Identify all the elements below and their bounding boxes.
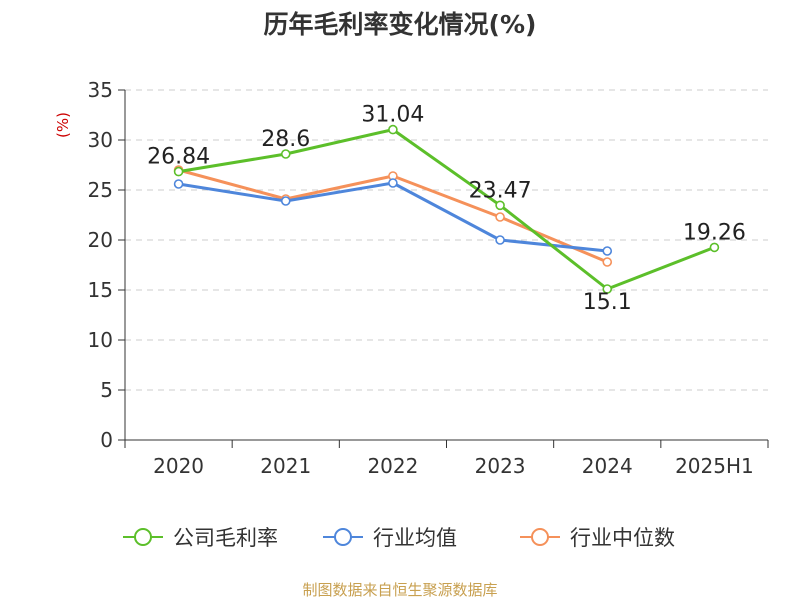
data-point	[280, 149, 291, 159]
legend-marker	[531, 528, 549, 546]
data-point	[495, 200, 505, 211]
chart-title: 历年毛利率变化情况(%)	[264, 10, 537, 39]
data-label: 31.04	[361, 103, 424, 128]
y-tick-label: 15	[88, 278, 113, 302]
y-tick-label: 30	[88, 128, 113, 152]
y-tick-label: 10	[88, 328, 113, 352]
y-axis-label: (%)	[54, 112, 72, 138]
data-point	[388, 124, 398, 135]
legend-marker	[334, 528, 352, 546]
series-line-1	[177, 181, 609, 253]
x-tick-label: 2025H1	[675, 454, 754, 478]
legend-label: 公司毛利率	[173, 526, 278, 550]
y-tick-label: 25	[88, 178, 113, 202]
data-point	[709, 242, 720, 253]
legend-label: 行业均值	[373, 526, 457, 550]
data-point	[602, 284, 613, 294]
data-point	[280, 196, 291, 206]
x-tick-label: 2020	[153, 454, 204, 478]
data-point	[602, 257, 613, 267]
data-point	[495, 212, 505, 222]
source-note: 制图数据来自恒生聚源数据库	[302, 581, 497, 599]
y-tick-label: 35	[88, 78, 113, 102]
data-label: 19.26	[683, 220, 746, 245]
data-point	[173, 179, 184, 189]
data-label: 26.84	[147, 145, 210, 170]
x-tick-label: 2023	[475, 454, 526, 478]
data-point	[388, 178, 398, 188]
legend-label: 行业中位数	[570, 526, 675, 550]
x-tick-label: 2024	[582, 454, 633, 478]
data-label: 28.6	[261, 127, 310, 152]
data-label: 23.47	[469, 178, 532, 203]
legend-marker	[134, 528, 152, 546]
data-point	[602, 246, 613, 256]
x-tick-label: 2021	[260, 454, 311, 478]
y-tick-label: 0	[100, 428, 113, 452]
y-tick-label: 20	[88, 228, 113, 252]
y-tick-label: 5	[100, 378, 113, 402]
data-point	[495, 235, 505, 245]
data-point	[173, 166, 184, 177]
x-tick-label: 2022	[367, 454, 418, 478]
data-label: 15.1	[583, 290, 632, 315]
series-line-0	[177, 128, 716, 291]
